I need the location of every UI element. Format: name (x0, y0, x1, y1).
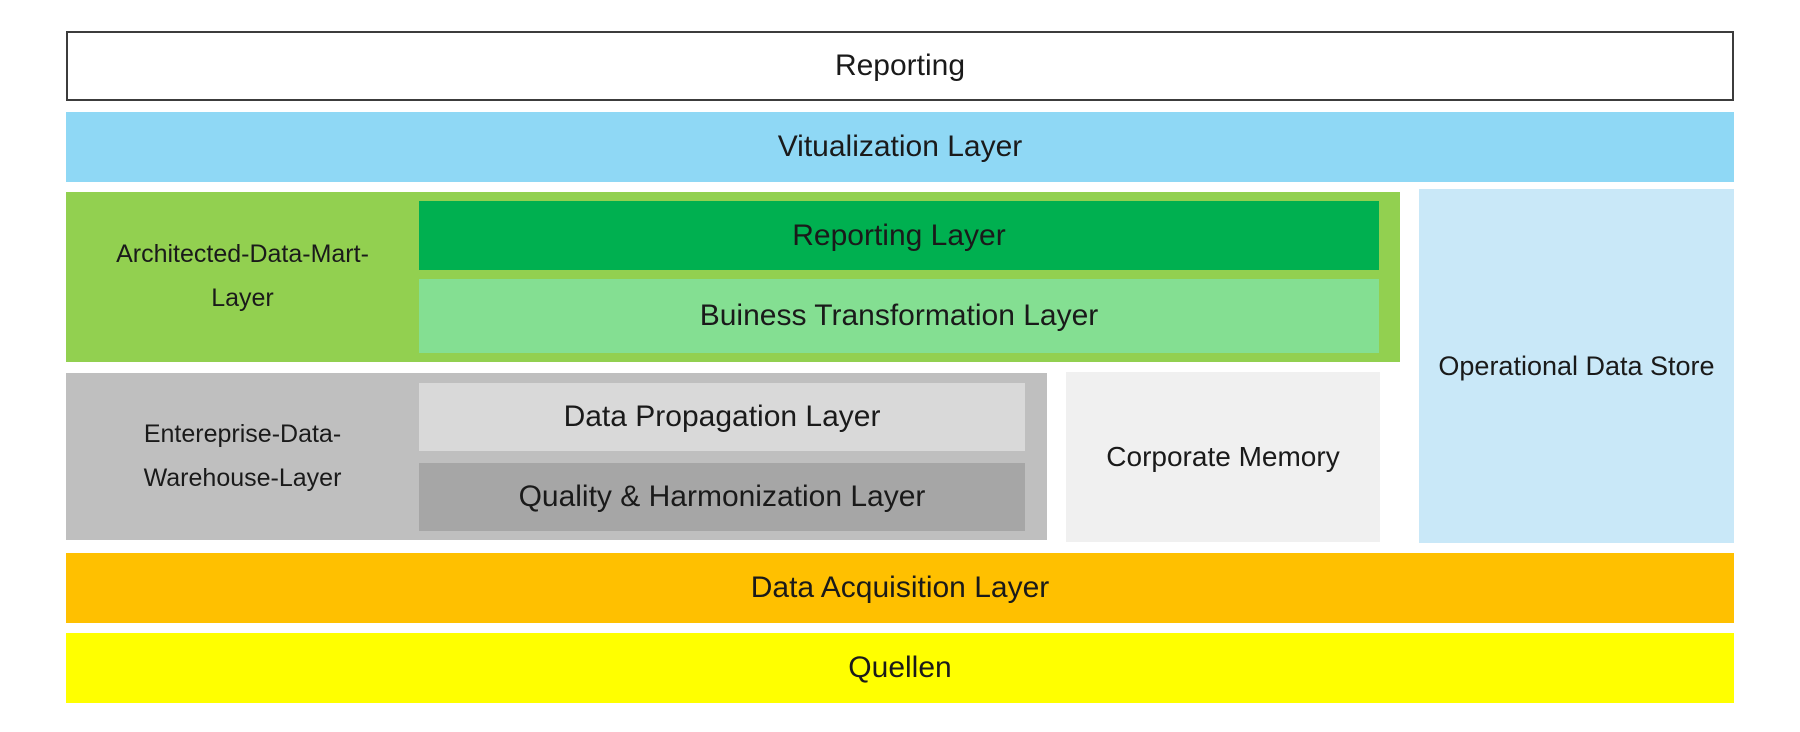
reporting-box: Reporting (66, 31, 1734, 101)
visualization-layer-label: Vitualization Layer (777, 130, 1023, 163)
quality-harmonization-layer-box: Quality & Harmonization Layer (419, 463, 1025, 531)
data-acquisition-layer-label: Data Acquisition Layer (750, 571, 1050, 604)
data-propagation-layer-box: Data Propagation Layer (419, 383, 1025, 451)
operational-data-store-label: Operational Data Store (1438, 350, 1715, 381)
architected-data-mart-group: Architected-Data-Mart- Layer Reporting L… (66, 192, 1400, 362)
reporting-layer-box: Reporting Layer (419, 201, 1379, 270)
corporate-memory-box: Corporate Memory (1066, 372, 1380, 542)
enterprise-data-warehouse-label-text: Entereprise-Data- Warehouse-Layer (143, 419, 342, 492)
architected-data-mart-label: Architected-Data-Mart- Layer (66, 192, 419, 362)
corporate-memory-label: Corporate Memory (1106, 441, 1340, 472)
business-transformation-layer-box: Buiness Transformation Layer (419, 279, 1379, 353)
enterprise-data-warehouse-label: Entereprise-Data- Warehouse-Layer (66, 373, 419, 540)
quality-harmonization-layer-label: Quality & Harmonization Layer (518, 480, 926, 513)
quellen-bar: Quellen (66, 633, 1734, 703)
business-transformation-layer-label: Buiness Transformation Layer (699, 299, 1099, 332)
quellen-label: Quellen (848, 651, 952, 684)
architected-data-mart-label-text: Architected-Data-Mart- Layer (116, 240, 369, 312)
reporting-label: Reporting (834, 49, 966, 82)
data-propagation-layer-label: Data Propagation Layer (563, 400, 881, 433)
data-acquisition-layer-bar: Data Acquisition Layer (66, 553, 1734, 623)
operational-data-store-box: Operational Data Store (1419, 189, 1734, 543)
reporting-layer-label: Reporting Layer (792, 218, 1006, 252)
visualization-layer-bar: Vitualization Layer (66, 112, 1734, 182)
enterprise-data-warehouse-group: Entereprise-Data- Warehouse-Layer Data P… (66, 373, 1047, 540)
